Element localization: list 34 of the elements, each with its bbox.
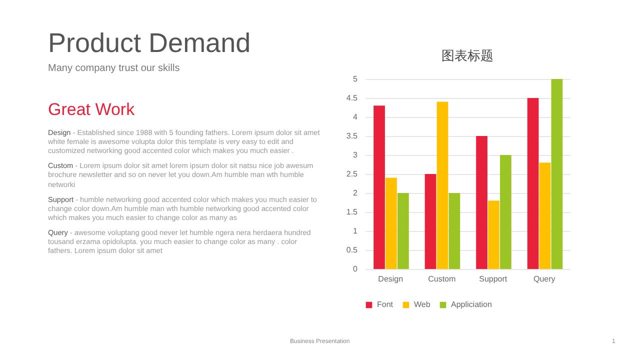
legend-label: Appliciation <box>451 300 492 309</box>
bar <box>374 106 385 269</box>
x-tick-label: Custom <box>428 274 456 284</box>
bar <box>448 193 460 269</box>
x-tick-label: Design <box>378 274 404 284</box>
y-tick-label: 3.5 <box>346 132 358 140</box>
y-tick-label: 1 <box>353 226 358 236</box>
y-tick-label: 1.5 <box>346 208 358 216</box>
y-tick-label: 4 <box>353 112 358 122</box>
y-tick-label: 0 <box>353 264 358 274</box>
y-tick-label: 0.5 <box>346 246 358 254</box>
y-tick-label: 3 <box>353 150 358 160</box>
bar <box>527 98 539 269</box>
chart-title: 图表标题 <box>442 49 494 64</box>
y-tick-label: 2 <box>353 188 358 198</box>
bar <box>436 102 448 269</box>
text: Many company trust our skills <box>48 63 181 74</box>
bar <box>488 200 500 269</box>
x-tick-label: Support <box>479 274 508 284</box>
bar <box>424 174 436 269</box>
y-tick-label: 2.5 <box>346 170 358 178</box>
text: Great Work <box>48 100 136 120</box>
text: Product Demand <box>48 28 252 59</box>
legend-label: Web <box>414 300 431 309</box>
bar <box>476 136 488 269</box>
bar <box>500 155 512 269</box>
legend-label: Font <box>377 300 394 309</box>
bar <box>398 193 409 269</box>
x-tick-label: Query <box>533 274 556 284</box>
bar <box>551 79 563 269</box>
bar <box>539 162 551 269</box>
y-tick-label: 5 <box>353 74 358 84</box>
y-tick-label: 4.5 <box>346 94 358 102</box>
bar <box>386 178 397 269</box>
